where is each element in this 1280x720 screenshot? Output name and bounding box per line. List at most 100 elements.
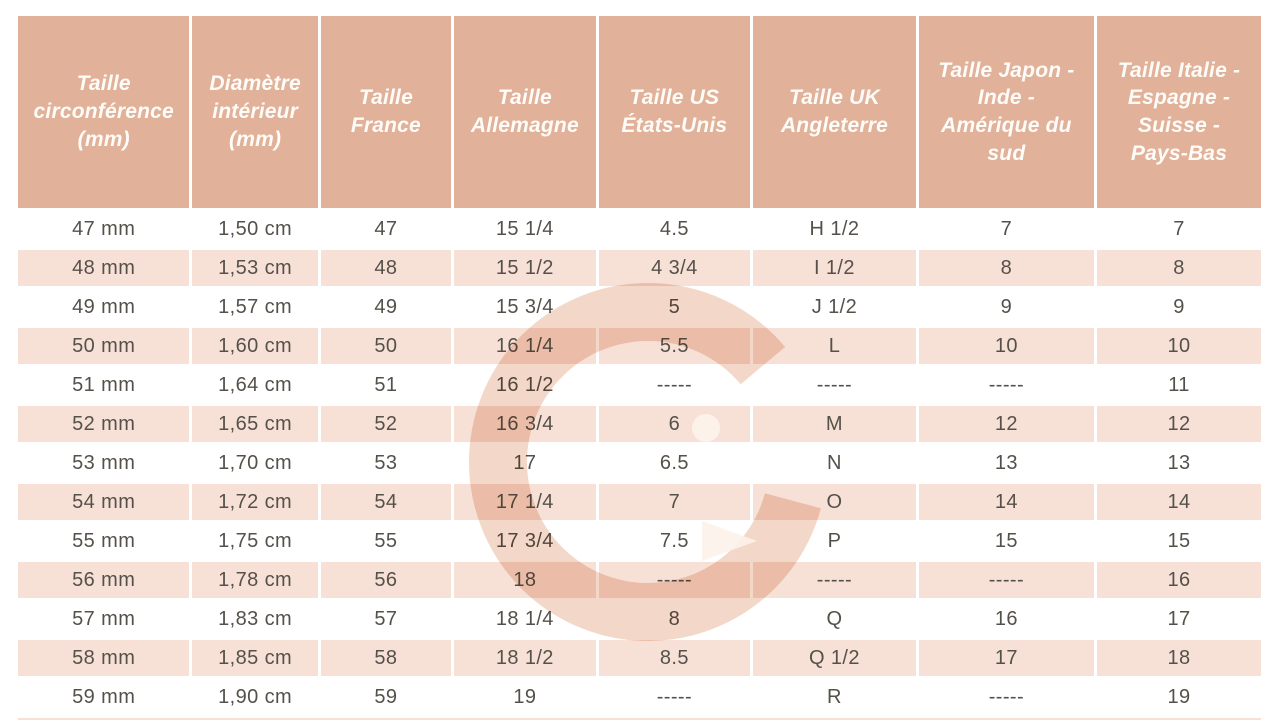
table-row: 59 mm 1,90 cm 59 19 ----- R ----- 19 xyxy=(15,676,1264,718)
table-cell: 10 xyxy=(915,325,1097,367)
table-cell: 8.5 xyxy=(595,637,754,679)
table-cell: 6.5 xyxy=(595,442,754,484)
table-cell: M xyxy=(750,403,919,445)
table-cell: 13 xyxy=(915,442,1097,484)
table-row: 53 mm 1,70 cm 53 17 6.5 N 13 13 xyxy=(15,442,1264,484)
column-header-7: Taille Japon - Inde - Amérique du sud xyxy=(915,13,1097,211)
table-cell: 1,90 cm xyxy=(189,676,321,718)
table-cell: ----- xyxy=(915,676,1097,718)
table-cell: 55 mm xyxy=(15,520,193,562)
table-cell: 4 3/4 xyxy=(595,247,754,289)
table-row: 55 mm 1,75 cm 55 17 3/4 7.5 P 15 15 xyxy=(15,520,1264,562)
table-cell: 13 xyxy=(1093,442,1264,484)
table-row: 52 mm 1,65 cm 52 16 3/4 6 M 12 12 xyxy=(15,403,1264,445)
table-cell: H 1/2 xyxy=(750,208,919,250)
table-cell: 17 3/4 xyxy=(451,520,599,562)
table-cell: P xyxy=(750,520,919,562)
table-cell: 7 xyxy=(915,208,1097,250)
column-header-4: Taille Allemagne xyxy=(451,13,599,211)
table-cell: 56 mm xyxy=(15,559,193,601)
table-cell: L xyxy=(750,325,919,367)
table-cell: 4.5 xyxy=(595,208,754,250)
table-cell: 18 xyxy=(1093,637,1264,679)
table-cell: 15 1/2 xyxy=(451,247,599,289)
table-cell: 18 xyxy=(451,559,599,601)
table-cell: 7.5 xyxy=(595,520,754,562)
table-cell: ----- xyxy=(595,676,754,718)
ring-size-conversion-table-wrap: Taille circonférence (mm) Diamètre intéri… xyxy=(15,13,1264,720)
table-cell: 15 xyxy=(915,520,1097,562)
table-cell: 9 xyxy=(915,286,1097,328)
table-cell: 15 1/4 xyxy=(451,208,599,250)
table-cell: 17 xyxy=(451,442,599,484)
table-cell: Q xyxy=(750,598,919,640)
table-cell: ----- xyxy=(915,364,1097,406)
table-cell: 51 mm xyxy=(15,364,193,406)
table-cell: 18 1/2 xyxy=(451,637,599,679)
table-cell: 50 mm xyxy=(15,325,193,367)
table-cell: O xyxy=(750,481,919,523)
table-cell: 1,64 cm xyxy=(189,364,321,406)
table-cell: 15 3/4 xyxy=(451,286,599,328)
table-cell: ----- xyxy=(915,559,1097,601)
ring-size-conversion-table: Taille circonférence (mm) Diamètre intéri… xyxy=(15,13,1264,718)
table-cell: 58 xyxy=(317,637,455,679)
table-cell: 6 xyxy=(595,403,754,445)
table-cell: 53 xyxy=(317,442,455,484)
table-cell: 7 xyxy=(1093,208,1264,250)
table-cell: 18 1/4 xyxy=(451,598,599,640)
table-cell: 5 xyxy=(595,286,754,328)
table-row: 51 mm 1,64 cm 51 16 1/2 ----- ----- ----- 11 xyxy=(15,364,1264,406)
table-cell: 1,85 cm xyxy=(189,637,321,679)
table-cell: 8 xyxy=(915,247,1097,289)
table-cell: Q 1/2 xyxy=(750,637,919,679)
table-cell: 10 xyxy=(1093,325,1264,367)
column-header-1: Taille circonférence (mm) xyxy=(15,13,193,211)
table-row: 54 mm 1,72 cm 54 17 1/4 7 O 14 14 xyxy=(15,481,1264,523)
table-cell: 16 xyxy=(1093,559,1264,601)
table-cell: 47 xyxy=(317,208,455,250)
table-cell: 16 3/4 xyxy=(451,403,599,445)
table-cell: 17 xyxy=(1093,598,1264,640)
table-cell: 1,70 cm xyxy=(189,442,321,484)
table-cell: 11 xyxy=(1093,364,1264,406)
table-cell: ----- xyxy=(595,559,754,601)
table-cell: 15 xyxy=(1093,520,1264,562)
table-cell: 53 mm xyxy=(15,442,193,484)
table-row: 48 mm 1,53 cm 48 15 1/2 4 3/4 I 1/2 8 8 xyxy=(15,247,1264,289)
table-cell: 1,78 cm xyxy=(189,559,321,601)
table-cell: 5.5 xyxy=(595,325,754,367)
table-cell: 55 xyxy=(317,520,455,562)
table-cell: 12 xyxy=(915,403,1097,445)
table-cell: 1,57 cm xyxy=(189,286,321,328)
table-cell: 59 mm xyxy=(15,676,193,718)
table-cell: R xyxy=(750,676,919,718)
table-cell: 52 xyxy=(317,403,455,445)
table-cell: 57 mm xyxy=(15,598,193,640)
table-cell: 14 xyxy=(1093,481,1264,523)
column-header-8: Taille Italie - Espagne - Suisse - Pays-… xyxy=(1093,13,1264,211)
table-cell: 49 xyxy=(317,286,455,328)
table-cell: 50 xyxy=(317,325,455,367)
table-cell: 1,75 cm xyxy=(189,520,321,562)
table-row: 50 mm 1,60 cm 50 16 1/4 5.5 L 10 10 xyxy=(15,325,1264,367)
table-cell: 59 xyxy=(317,676,455,718)
table-body: 47 mm 1,50 cm 47 15 1/4 4.5 H 1/2 7 7 48 mm 1,53 … xyxy=(15,208,1264,718)
header-row: Taille circonférence (mm) Diamètre intéri… xyxy=(15,13,1264,211)
table-cell: 1,53 cm xyxy=(189,247,321,289)
table-cell: 14 xyxy=(915,481,1097,523)
table-cell: 17 xyxy=(915,637,1097,679)
table-row: 49 mm 1,57 cm 49 15 3/4 5 J 1/2 9 9 xyxy=(15,286,1264,328)
column-header-5: Taille US États-Unis xyxy=(595,13,754,211)
table-cell: 57 xyxy=(317,598,455,640)
table-row: 56 mm 1,78 cm 56 18 ----- ----- ----- 16 xyxy=(15,559,1264,601)
table-cell: ----- xyxy=(750,364,919,406)
table-row: 58 mm 1,85 cm 58 18 1/2 8.5 Q 1/2 17 18 xyxy=(15,637,1264,679)
table-cell: 1,83 cm xyxy=(189,598,321,640)
table-cell: J 1/2 xyxy=(750,286,919,328)
table-cell: 56 xyxy=(317,559,455,601)
table-row: 57 mm 1,83 cm 57 18 1/4 8 Q 16 17 xyxy=(15,598,1264,640)
table-cell: 8 xyxy=(1093,247,1264,289)
table-cell: 52 mm xyxy=(15,403,193,445)
table-cell: 1,72 cm xyxy=(189,481,321,523)
